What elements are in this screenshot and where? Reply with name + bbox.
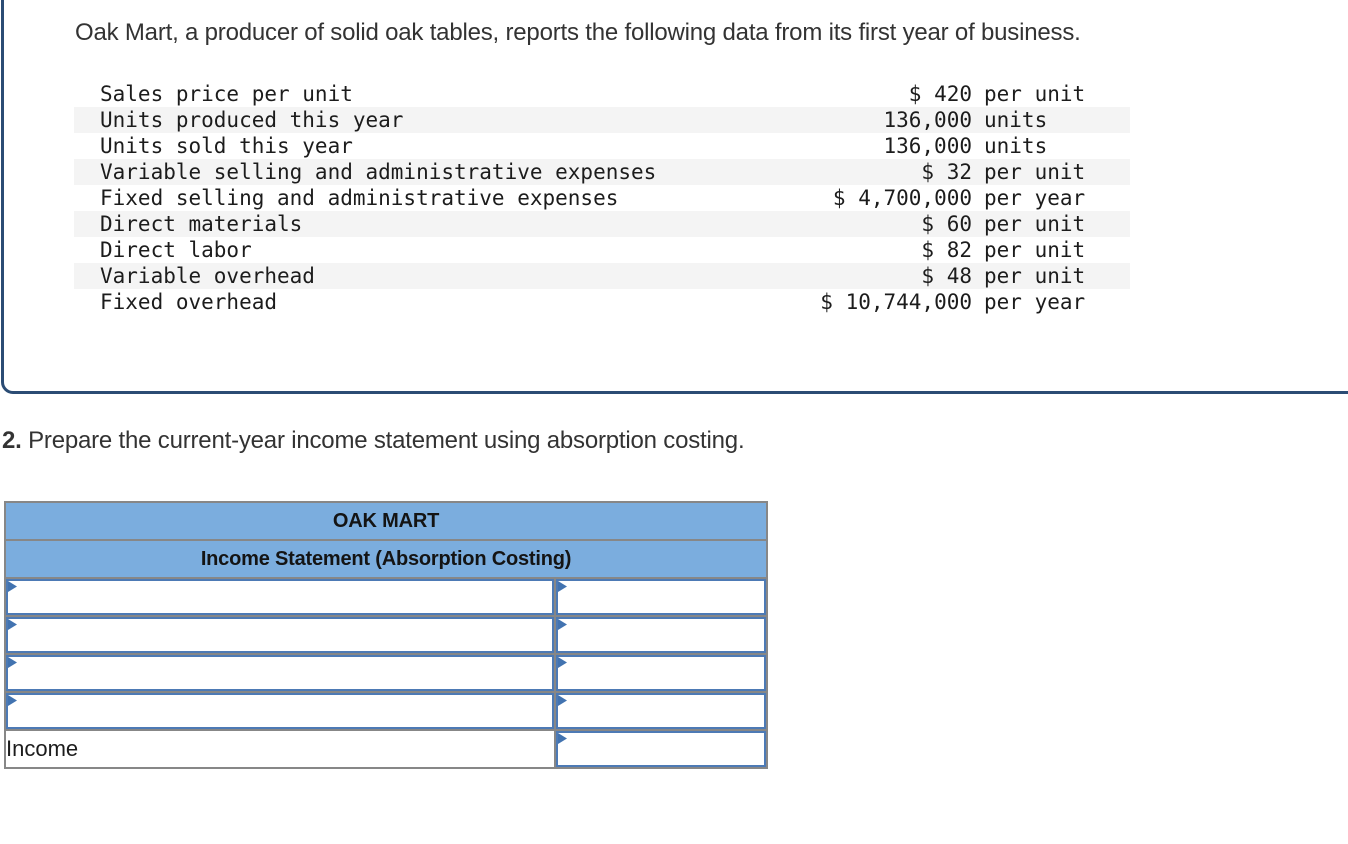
data-label: Direct materials bbox=[100, 212, 303, 236]
data-unit: per year bbox=[984, 186, 1086, 210]
income-amount-input[interactable] bbox=[556, 731, 767, 767]
data-unit: per unit bbox=[984, 238, 1086, 262]
statement-row: Income bbox=[4, 729, 769, 769]
data-unit: units bbox=[984, 108, 1048, 132]
data-amount: $ 420 bbox=[908, 82, 972, 106]
data-row: Direct materials $ 60 per unit bbox=[74, 211, 1130, 237]
answer-flag-icon bbox=[8, 695, 17, 706]
answer-flag-icon bbox=[558, 619, 567, 630]
question-number: 2. bbox=[2, 427, 22, 454]
data-row: Direct labor $ 82 per unit bbox=[74, 237, 1130, 263]
data-unit: per year bbox=[984, 290, 1086, 314]
data-amount: $ 10,744,000 bbox=[820, 290, 972, 314]
data-label: Units sold this year bbox=[100, 134, 353, 158]
data-label: Direct labor bbox=[100, 238, 252, 262]
data-label: Variable overhead bbox=[100, 264, 315, 288]
problem-data-panel bbox=[1, 0, 1348, 394]
data-unit: per unit bbox=[984, 264, 1086, 288]
statement-row bbox=[4, 691, 769, 731]
income-statement-table: OAK MART Income Statement (Absorption Co… bbox=[3, 501, 769, 769]
answer-flag-icon bbox=[558, 657, 567, 668]
answer-flag-icon bbox=[558, 581, 567, 592]
label-input-row1[interactable] bbox=[6, 579, 554, 615]
data-label: Variable selling and administrative expe… bbox=[100, 160, 657, 184]
data-amount: $ 60 bbox=[921, 212, 972, 236]
label-input-row2[interactable] bbox=[6, 617, 554, 653]
given-data-table: Sales price per unit $ 420 per unit Unit… bbox=[74, 81, 1130, 315]
data-unit: per unit bbox=[984, 82, 1086, 106]
data-amount: $ 48 bbox=[921, 264, 972, 288]
data-row: Fixed overhead $ 10,744,000 per year bbox=[74, 289, 1130, 315]
label-input-row3[interactable] bbox=[6, 655, 554, 691]
data-row: Sales price per unit $ 420 per unit bbox=[74, 81, 1130, 107]
data-label: Fixed overhead bbox=[100, 290, 278, 314]
data-row: Variable overhead $ 48 per unit bbox=[74, 263, 1130, 289]
answer-flag-icon bbox=[8, 619, 17, 630]
data-row: Variable selling and administrative expe… bbox=[74, 159, 1130, 185]
data-unit: per unit bbox=[984, 212, 1086, 236]
amount-input-row1[interactable] bbox=[556, 579, 767, 615]
data-amount: $ 4,700,000 bbox=[832, 186, 972, 210]
label-input-row4[interactable] bbox=[6, 693, 554, 729]
data-row: Units produced this year 136,000 units bbox=[74, 107, 1130, 133]
answer-flag-icon bbox=[8, 581, 17, 592]
data-amount: 136,000 bbox=[883, 134, 972, 158]
data-unit: units bbox=[984, 134, 1048, 158]
amount-input-row3[interactable] bbox=[556, 655, 767, 691]
question-text: 2. Prepare the current-year income state… bbox=[2, 427, 745, 455]
amount-input-row2[interactable] bbox=[556, 617, 767, 653]
statement-row bbox=[4, 653, 769, 693]
data-amount: $ 32 bbox=[921, 160, 972, 184]
data-unit: per unit bbox=[984, 160, 1086, 184]
statement-title: OAK MART bbox=[3, 501, 769, 541]
answer-flag-icon bbox=[558, 733, 567, 744]
data-amount: $ 82 bbox=[921, 238, 972, 262]
statement-subtitle: Income Statement (Absorption Costing) bbox=[3, 539, 769, 579]
data-row: Units sold this year 136,000 units bbox=[74, 133, 1130, 159]
data-label: Units produced this year bbox=[100, 108, 404, 132]
answer-flag-icon bbox=[558, 695, 567, 706]
answer-flag-icon bbox=[8, 657, 17, 668]
data-row: Fixed selling and administrative expense… bbox=[74, 185, 1130, 211]
data-amount: 136,000 bbox=[883, 108, 972, 132]
statement-row bbox=[4, 577, 769, 617]
amount-input-row4[interactable] bbox=[556, 693, 767, 729]
question-body: Prepare the current-year income statemen… bbox=[21, 427, 745, 454]
income-row-label: Income bbox=[4, 729, 556, 769]
problem-intro-text: Oak Mart, a producer of solid oak tables… bbox=[75, 19, 1081, 46]
data-label: Sales price per unit bbox=[100, 82, 353, 106]
statement-row bbox=[4, 615, 769, 655]
data-label: Fixed selling and administrative expense… bbox=[100, 186, 619, 210]
